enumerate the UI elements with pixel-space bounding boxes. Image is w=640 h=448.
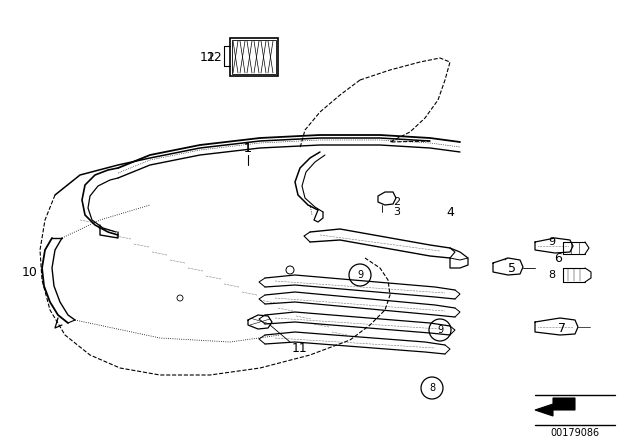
Text: 8: 8 bbox=[548, 270, 555, 280]
Text: 2: 2 bbox=[393, 197, 400, 207]
Text: 7: 7 bbox=[558, 322, 566, 335]
Text: 12: 12 bbox=[199, 51, 215, 64]
Text: 00179086: 00179086 bbox=[550, 428, 600, 438]
Text: 9: 9 bbox=[437, 325, 443, 335]
Text: 9: 9 bbox=[357, 270, 363, 280]
Text: 4: 4 bbox=[446, 206, 454, 219]
Text: 8: 8 bbox=[429, 383, 435, 393]
Text: 10: 10 bbox=[22, 266, 38, 279]
Text: 12: 12 bbox=[207, 51, 223, 64]
Text: 1: 1 bbox=[244, 142, 252, 155]
Text: 9: 9 bbox=[548, 237, 555, 247]
Text: 6: 6 bbox=[554, 251, 562, 264]
Text: 3: 3 bbox=[393, 207, 400, 217]
Bar bbox=[232, 40, 276, 74]
Polygon shape bbox=[535, 398, 575, 416]
Text: 1: 1 bbox=[244, 142, 252, 155]
Bar bbox=[230, 38, 278, 76]
Text: 11: 11 bbox=[292, 341, 308, 354]
Text: 5: 5 bbox=[508, 262, 516, 275]
